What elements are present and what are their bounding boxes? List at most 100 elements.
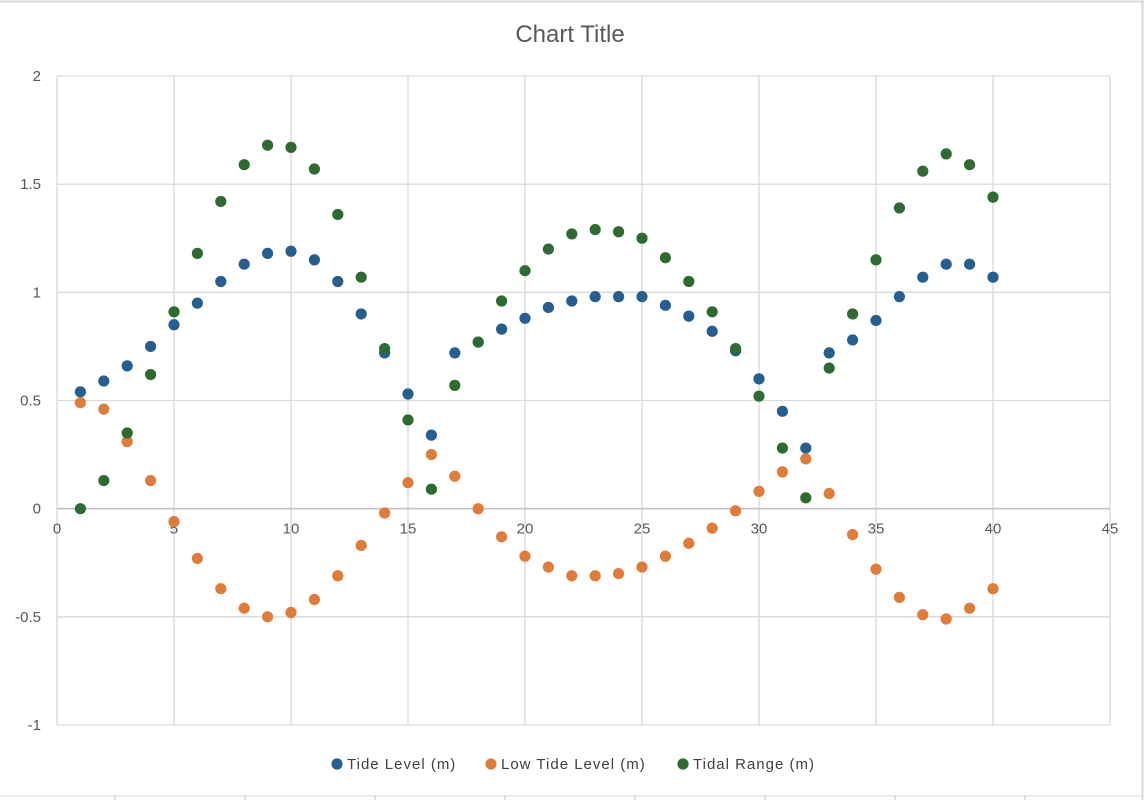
data-point — [636, 232, 648, 244]
data-point — [893, 202, 906, 214]
data-point — [870, 314, 882, 327]
data-point — [425, 483, 437, 495]
data-point — [215, 275, 227, 288]
data-point — [74, 386, 86, 398]
data-point — [659, 299, 672, 311]
data-point — [706, 306, 718, 318]
data-point — [847, 308, 859, 320]
data-point — [168, 306, 180, 318]
chart-title: Chart Title — [515, 21, 624, 48]
x-tick-label: 0 — [53, 521, 61, 538]
data-point — [168, 516, 180, 528]
data-point — [332, 275, 344, 288]
tick-labels: 0 5 10 15 20 25 30 35 40 45 2 1.5 1 0.5 0 -0.5 -1 — [15, 68, 1118, 734]
data-point — [145, 368, 157, 381]
x-tick-label: 35 — [868, 521, 885, 538]
data-point — [776, 405, 789, 417]
data-point — [589, 291, 601, 303]
data-point — [238, 602, 250, 614]
data-point — [496, 531, 508, 543]
data-point — [917, 271, 929, 283]
x-tick-label: 30 — [751, 521, 768, 538]
legend: Tide Level (m) Low Tide Level (m) Tidal Ra… — [331, 756, 814, 773]
data-point — [285, 245, 297, 257]
bottom-strip — [0, 795, 1144, 800]
legend-label: Low Tide Level (m) — [501, 756, 646, 773]
x-tick-label: 25 — [634, 521, 651, 538]
data-point — [308, 254, 320, 266]
data-point — [308, 593, 320, 606]
x-tick-label: 10 — [283, 521, 300, 538]
data-point — [74, 503, 86, 515]
x-tick-label: 20 — [517, 521, 534, 538]
legend-item: Low Tide Level (m) — [485, 756, 645, 773]
data-point — [730, 505, 742, 517]
data-point — [425, 448, 437, 461]
y-tick-label: 1 — [33, 284, 41, 301]
y-tick-label: 2 — [33, 68, 41, 85]
data-point — [74, 397, 86, 409]
data-point — [823, 362, 835, 374]
legend-item: Tide Level (m) — [331, 756, 455, 773]
y-tick-label: 1.5 — [20, 176, 41, 193]
data-point — [800, 453, 812, 465]
legend-item: Tidal Range (m) — [677, 756, 814, 773]
data-point — [519, 550, 531, 562]
x-tick-label: 45 — [1102, 521, 1119, 538]
data-point — [496, 323, 508, 335]
legend-marker — [677, 758, 689, 770]
data-point — [566, 295, 578, 307]
data-point — [191, 297, 203, 309]
data-point — [238, 258, 250, 270]
y-tick-label: 0.5 — [20, 393, 41, 410]
data-point — [753, 485, 765, 497]
data-point — [355, 308, 367, 320]
data-point — [683, 310, 695, 322]
data-point — [449, 379, 461, 391]
data-point — [636, 561, 648, 573]
legend-marker — [485, 758, 497, 770]
data-point — [683, 537, 695, 549]
x-tick-label: 5 — [170, 521, 178, 538]
data-point — [753, 390, 765, 402]
data-point — [589, 570, 601, 582]
data-point — [776, 466, 789, 478]
data-point — [847, 529, 859, 541]
data-point — [168, 319, 180, 331]
data-point — [145, 340, 157, 353]
data-point — [706, 522, 718, 534]
data-point — [566, 570, 578, 582]
data-point — [449, 470, 461, 482]
data-point — [472, 336, 484, 348]
data-point — [191, 247, 203, 259]
data-point — [98, 474, 110, 487]
series-2 — [74, 397, 999, 625]
data-point — [121, 427, 133, 439]
data-point — [379, 507, 391, 519]
data-point — [893, 291, 906, 303]
data-point — [332, 208, 344, 221]
data-point — [215, 583, 227, 595]
data-point — [519, 265, 531, 277]
data-point — [613, 291, 625, 303]
data-point — [987, 271, 999, 283]
data-point — [940, 258, 952, 270]
data-point — [402, 477, 414, 489]
y-tick-label: 0 — [33, 501, 41, 518]
data-point — [706, 325, 718, 337]
legend-marker — [331, 758, 343, 770]
grid-layer — [56, 75, 1111, 726]
data-point — [847, 334, 859, 346]
data-point — [917, 165, 929, 177]
data-point — [191, 552, 203, 565]
data-point — [262, 247, 274, 259]
data-point — [870, 254, 882, 266]
data-point — [121, 436, 133, 448]
data-point — [800, 442, 812, 454]
data-point — [542, 561, 555, 573]
series-layer — [74, 139, 999, 625]
data-point — [121, 360, 133, 372]
data-point — [659, 252, 672, 264]
